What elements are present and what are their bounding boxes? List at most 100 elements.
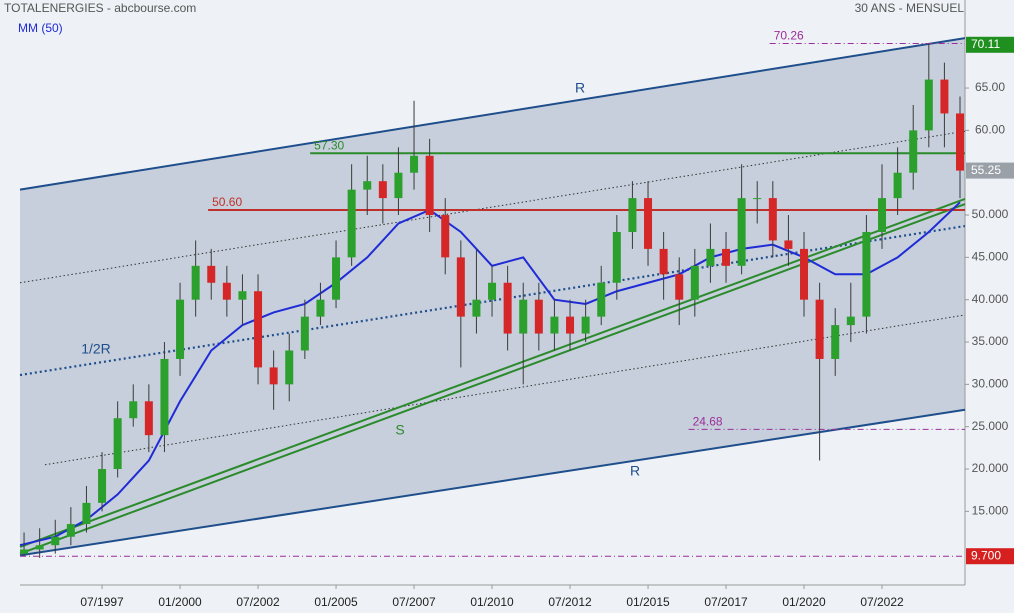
level-label: 70.26 xyxy=(774,29,804,43)
y-tick-label: 40.000 xyxy=(972,292,1009,306)
x-tick-label: 07/1997 xyxy=(80,595,124,609)
candle-body xyxy=(690,265,699,300)
candle-body xyxy=(659,248,668,275)
candle-body xyxy=(113,418,122,470)
y-tick-label: 50.000 xyxy=(972,207,1009,221)
candle-body xyxy=(862,231,871,317)
candle-body xyxy=(909,130,918,173)
candle-body xyxy=(98,469,107,503)
candle-body xyxy=(176,299,185,359)
candle-body xyxy=(269,367,278,385)
chart-title: TOTALENERGIES - abcbourse.com xyxy=(4,1,196,15)
x-tick-label: 07/2017 xyxy=(704,595,748,609)
candle-body xyxy=(831,325,840,359)
candle-body xyxy=(753,198,762,200)
candle-body xyxy=(160,358,169,436)
candle-body xyxy=(566,316,575,334)
y-tick-label: 45.000 xyxy=(972,250,1009,264)
trend-label: 1/2R xyxy=(81,341,111,357)
x-tick-label: 01/2010 xyxy=(470,595,514,609)
candle-body xyxy=(924,79,933,131)
candle-body xyxy=(394,172,403,199)
candle-body xyxy=(410,155,419,173)
candle-body xyxy=(144,401,153,436)
price-tag-label: 55.25 xyxy=(971,163,1001,177)
x-tick-label: 01/2005 xyxy=(314,595,358,609)
candle-body xyxy=(940,79,949,114)
price-tag-label: 70.11 xyxy=(971,37,1000,51)
candle-body xyxy=(35,545,44,550)
ma-legend: MM (50) xyxy=(18,21,63,35)
candle-body xyxy=(815,299,824,359)
trend-line xyxy=(44,314,966,466)
x-tick-label: 07/2012 xyxy=(548,595,592,609)
candle-body xyxy=(207,265,216,283)
candle-body xyxy=(503,282,512,334)
y-tick-label: 35.000 xyxy=(972,334,1009,348)
trend-line xyxy=(19,408,966,557)
candle-body xyxy=(768,198,777,241)
candle-body xyxy=(51,536,60,546)
trend-line xyxy=(19,37,966,191)
candle-body xyxy=(846,316,855,326)
level-label: 50.60 xyxy=(212,195,242,209)
candle-body xyxy=(316,299,325,317)
price-tag-label: 9.700 xyxy=(971,548,1001,562)
x-tick-label: 07/2007 xyxy=(392,595,436,609)
y-tick-label: 25.000 xyxy=(972,419,1009,433)
candle-body xyxy=(378,181,387,199)
candle-body xyxy=(519,299,528,334)
candle-body xyxy=(800,248,809,300)
y-tick-label: 20.000 xyxy=(972,461,1009,475)
candle-body xyxy=(238,291,247,300)
level-label: 57.30 xyxy=(314,138,344,152)
x-tick-label: 01/2020 xyxy=(782,595,826,609)
candle-body xyxy=(254,291,263,368)
candle-body xyxy=(784,240,793,249)
candle-body xyxy=(332,257,341,300)
candle-body xyxy=(675,274,684,300)
candle-body xyxy=(425,155,434,216)
candle-body xyxy=(363,181,372,190)
candle-body xyxy=(722,248,731,266)
candle-body xyxy=(550,316,559,334)
candle-body xyxy=(581,316,590,334)
trend-label: S xyxy=(395,422,404,438)
candle-body xyxy=(488,282,497,300)
candle-body xyxy=(20,549,29,554)
candle-body xyxy=(456,257,465,317)
level-label: 24.68 xyxy=(693,415,723,429)
candle-body xyxy=(300,316,309,351)
candle-body xyxy=(956,113,965,171)
candle-body xyxy=(472,299,481,317)
candle-body xyxy=(66,524,75,537)
candle-body xyxy=(644,198,653,249)
candle-body xyxy=(441,215,450,258)
candle-body xyxy=(878,198,887,232)
candle-body xyxy=(737,198,746,266)
candle-body xyxy=(612,231,621,283)
trend-label: R xyxy=(630,463,640,479)
candle-body xyxy=(347,189,356,258)
y-tick-label: 60.00 xyxy=(975,123,1005,137)
price-tag xyxy=(966,162,1014,179)
candle-body xyxy=(628,198,637,232)
candle-body xyxy=(534,299,543,334)
y-tick-label: 15.000 xyxy=(972,504,1009,518)
candle-body xyxy=(129,401,138,419)
candle-body xyxy=(597,282,606,317)
candle-body xyxy=(893,172,902,199)
x-tick-label: 01/2015 xyxy=(626,595,670,609)
price-tag xyxy=(966,548,1014,565)
y-tick-label: 30.000 xyxy=(972,377,1009,391)
candle-body xyxy=(285,350,294,385)
candle-body xyxy=(222,282,231,300)
x-tick-label: 07/2002 xyxy=(236,595,280,609)
x-tick-label: 01/2000 xyxy=(158,595,202,609)
candle-body xyxy=(706,248,715,266)
chart-subtitle: 30 ANS - MENSUEL xyxy=(855,1,965,15)
price-tag xyxy=(966,36,1014,53)
trend-label: R xyxy=(575,80,585,96)
